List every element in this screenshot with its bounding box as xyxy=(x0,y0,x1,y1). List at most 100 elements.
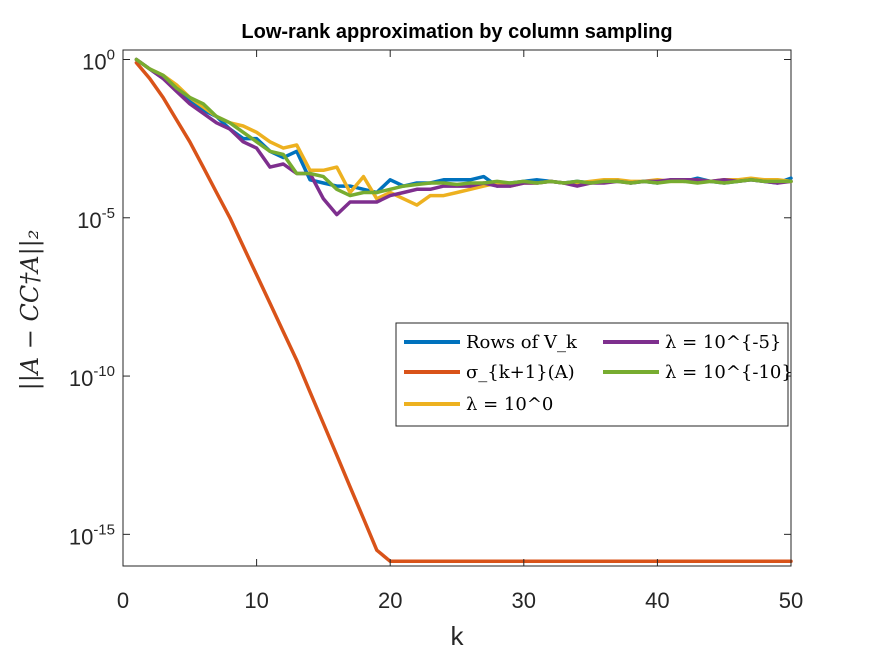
x-axis-label: k xyxy=(451,621,465,651)
x-tick-label: 20 xyxy=(378,588,402,613)
series-point-4-24 xyxy=(456,183,458,186)
x-tick-label: 30 xyxy=(512,588,536,613)
series-1 xyxy=(134,60,793,564)
series-point-1-30 xyxy=(536,560,538,562)
series-point-3-7 xyxy=(229,128,231,130)
series-point-2-16 xyxy=(349,191,351,194)
series-point-4-35 xyxy=(603,180,605,182)
series-point-3-44 xyxy=(723,179,725,181)
series-point-0-23 xyxy=(443,179,445,181)
legend-label-4: λ = 10^{-10} xyxy=(665,362,793,383)
series-point-2-18 xyxy=(376,198,378,200)
series-point-1-27 xyxy=(496,560,498,562)
series-point-2-12 xyxy=(296,144,298,146)
series-point-1-44 xyxy=(723,560,725,562)
series-point-0-16 xyxy=(349,185,351,187)
series-point-4-5 xyxy=(202,103,204,105)
series-point-1-32 xyxy=(563,560,565,562)
series-point-4-29 xyxy=(523,180,525,182)
series-point-3-14 xyxy=(322,198,324,200)
series-point-1-47 xyxy=(763,560,765,562)
series-4 xyxy=(134,57,793,198)
series-point-4-21 xyxy=(416,183,418,186)
legend: Rows of V_k σ_{k+1}(A) λ = 10^0 λ = 10^{-5}… xyxy=(395,322,793,427)
legend-label-2: λ = 10^0 xyxy=(466,394,553,415)
series-point-4-46 xyxy=(750,179,752,181)
series-point-0-13 xyxy=(309,179,311,181)
series-point-4-27 xyxy=(496,180,498,182)
y-tick-label: 10-5 xyxy=(77,205,115,233)
ticks-layer: 0 10 20 30 40 50 100 10-5 10-10 10-15 xyxy=(69,46,803,613)
series-point-3-8 xyxy=(242,141,244,143)
series-point-0-17 xyxy=(362,188,365,190)
series-point-3-15 xyxy=(336,214,338,216)
series-point-2-22 xyxy=(429,195,431,197)
series-point-3-5 xyxy=(202,112,204,114)
series-point-4-45 xyxy=(737,180,739,182)
series-point-0-12 xyxy=(296,150,298,152)
series-point-4-41 xyxy=(683,180,685,182)
series-point-1-31 xyxy=(549,560,552,562)
series-point-4-25 xyxy=(469,182,471,184)
series-point-4-1 xyxy=(149,68,151,70)
series-line-4 xyxy=(134,57,793,198)
series-point-1-35 xyxy=(603,560,605,562)
series-point-4-40 xyxy=(670,180,672,182)
series-point-4-48 xyxy=(777,180,779,182)
series-point-4-15 xyxy=(336,188,338,190)
series-point-4-22 xyxy=(429,182,431,184)
series-point-1-20 xyxy=(403,560,405,562)
series-point-1-10 xyxy=(269,302,271,304)
series-point-1-28 xyxy=(509,560,511,562)
series-point-1-33 xyxy=(576,560,578,562)
series-point-4-8 xyxy=(242,131,244,133)
series-point-0-4 xyxy=(189,100,191,102)
series-point-3-9 xyxy=(256,147,258,149)
series-point-0-26 xyxy=(483,176,485,178)
series-point-3-20 xyxy=(403,191,405,194)
series-layer xyxy=(134,57,793,564)
series-point-1-2 xyxy=(162,96,164,99)
series-point-4-4 xyxy=(189,96,191,99)
series-point-4-36 xyxy=(616,180,618,182)
chart-title: Low-rank approximation by column samplin… xyxy=(241,21,672,43)
y-tick-label: 10-15 xyxy=(69,521,115,549)
series-point-1-23 xyxy=(443,560,445,562)
series-point-1-36 xyxy=(616,560,618,562)
legend-label-3: λ = 10^{-5} xyxy=(665,332,781,353)
series-point-4-12 xyxy=(296,172,298,175)
series-point-0-30 xyxy=(536,179,538,181)
series-point-4-37 xyxy=(630,182,632,184)
series-point-4-33 xyxy=(576,180,578,182)
series-point-1-8 xyxy=(242,245,244,247)
series-point-3-4 xyxy=(189,103,191,105)
series-point-1-15 xyxy=(336,454,338,456)
series-point-3-33 xyxy=(576,185,578,187)
series-point-1-34 xyxy=(590,560,592,562)
series-point-1-11 xyxy=(282,331,284,333)
series-point-1-12 xyxy=(296,359,298,361)
series-point-3-23 xyxy=(443,185,445,187)
series-point-2-21 xyxy=(416,204,418,206)
series-point-1-37 xyxy=(630,560,632,562)
series-point-4-28 xyxy=(509,182,511,184)
series-point-2-26 xyxy=(483,185,485,187)
plot-frame xyxy=(122,49,792,567)
series-point-4-49 xyxy=(790,180,792,182)
series-point-0-15 xyxy=(336,185,338,187)
series-point-4-17 xyxy=(362,191,365,194)
series-point-1-22 xyxy=(429,560,431,562)
series-point-1-45 xyxy=(737,560,739,562)
series-point-2-14 xyxy=(322,169,324,171)
series-point-4-47 xyxy=(763,180,765,182)
y-tick-label: 10-10 xyxy=(69,363,115,391)
series-point-3-10 xyxy=(269,166,271,168)
series-point-4-16 xyxy=(349,195,351,197)
legend-label-0: Rows of V_k xyxy=(466,332,578,353)
series-point-2-9 xyxy=(256,131,258,133)
series-point-4-13 xyxy=(309,172,311,175)
series-point-0-49 xyxy=(790,177,792,179)
plot-area xyxy=(122,49,792,567)
